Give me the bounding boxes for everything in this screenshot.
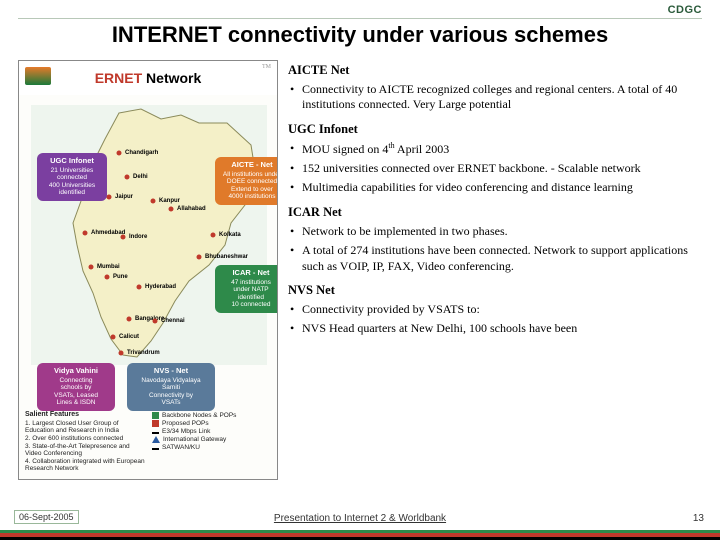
bullet-item: Network to be implemented in two phases. <box>288 224 698 239</box>
content-area: ERNET Network TM ChandigarhDelhiJaipurAh… <box>18 60 702 506</box>
legend-key-label: SATWAN/KU <box>162 444 200 451</box>
city-dot <box>89 265 94 270</box>
legend-title: Salient Features <box>25 411 146 418</box>
map-legend: Salient Features 1. Largest Closed User … <box>25 411 273 473</box>
legend-swatch-icon <box>152 412 159 419</box>
city-label: Kanpur <box>159 198 180 204</box>
city-dot <box>169 207 174 212</box>
legend-swatch-icon <box>152 432 159 434</box>
legend-key-label: E3/34 Mbps Link <box>162 428 210 435</box>
legend-item: 1. Largest Closed User Group of Educatio… <box>25 420 146 434</box>
footer-center: Presentation to Internet 2 & Worldbank <box>0 513 720 524</box>
section-heading: NVS Net <box>288 282 698 298</box>
bullet-item: Connectivity provided by VSATS to: <box>288 302 698 317</box>
section-heading: AICTE Net <box>288 62 698 78</box>
legend-swatch-icon <box>152 420 159 427</box>
city-dot <box>111 335 116 340</box>
info-bubble: UGC Infonet21 Universitiesconnected400 U… <box>37 153 107 201</box>
city-label: Bhubaneshwar <box>205 254 248 260</box>
india-map: ChandigarhDelhiJaipurAhmedabadIndoreMumb… <box>31 105 267 365</box>
city-dot <box>137 285 142 290</box>
city-dot <box>151 199 156 204</box>
map-header: ERNET Network TM <box>19 61 277 95</box>
city-dot <box>121 235 126 240</box>
city-label: Trivandrum <box>127 350 160 356</box>
city-dot <box>117 151 122 156</box>
legend-key: SATWAN/KU <box>152 444 273 451</box>
map-header-text: ERNET Network <box>95 70 202 86</box>
city-dot <box>83 231 88 236</box>
ernet-logo-icon <box>25 67 51 85</box>
city-dot <box>125 175 130 180</box>
bullet-list: MOU signed on 4th April 2003 152 universi… <box>288 141 698 196</box>
footer-bars-icon <box>0 530 720 540</box>
map-header-prefix: ERNET <box>95 70 142 86</box>
city-label: Mumbai <box>97 264 120 270</box>
footer-page-number: 13 <box>693 513 704 524</box>
info-bubble: NVS - NetNavodaya VidyalayaSamitiConnect… <box>127 363 215 411</box>
legend-swatch-icon <box>152 436 160 443</box>
legend-swatch-icon <box>152 448 159 450</box>
legend-key: E3/34 Mbps Link <box>152 428 273 435</box>
bullet-list: Connectivity to AICTE recognized college… <box>288 82 698 113</box>
top-divider <box>18 18 702 19</box>
bullet-item: Connectivity to AICTE recognized college… <box>288 82 698 113</box>
city-dot <box>211 233 216 238</box>
city-label: Pune <box>113 274 128 280</box>
city-label: Hyderabad <box>145 284 176 290</box>
legend-key: Backbone Nodes & POPs <box>152 412 273 419</box>
city-label: Bangalore <box>135 316 164 322</box>
bullet-list: Network to be implemented in two phases.… <box>288 224 698 274</box>
info-bubble: Vidya VahiniConnectingschools byVSATs, L… <box>37 363 115 411</box>
legend-item: 3. State-of-the-Art Telepresence and Vid… <box>25 443 146 457</box>
text-panel: AICTE Net Connectivity to AICTE recognize… <box>288 60 702 506</box>
city-label: Chennai <box>161 318 185 324</box>
bullet-item: NVS Head quarters at New Delhi, 100 scho… <box>288 321 698 336</box>
footer-bar-3 <box>0 537 720 540</box>
legend-key-label: International Gateway <box>163 436 226 443</box>
bullet-item: 152 universities connected over ERNET ba… <box>288 161 698 176</box>
trademark-icon: TM <box>262 64 271 70</box>
section-heading: ICAR Net <box>288 204 698 220</box>
map-panel: ERNET Network TM ChandigarhDelhiJaipurAh… <box>18 60 278 480</box>
city-label: Jaipur <box>115 194 133 200</box>
legend-key: Proposed POPs <box>152 420 273 427</box>
city-label: Delhi <box>133 174 148 180</box>
bullet-list: Connectivity provided by VSATS to: NVS He… <box>288 302 698 337</box>
legend-item: 2. Over 600 institutions connected <box>25 435 146 442</box>
slide-footer: 06-Sept-2005 Presentation to Internet 2 … <box>0 510 720 540</box>
legend-item: 4. Collaboration integrated with Europea… <box>25 458 146 472</box>
city-dot <box>153 319 158 324</box>
legend-key: International Gateway <box>152 436 273 443</box>
slide-title: INTERNET connectivity under various sche… <box>0 22 720 48</box>
bullet-item: A total of 274 institutions have been co… <box>288 243 698 274</box>
city-label: Allahabad <box>177 206 206 212</box>
legend-key-label: Backbone Nodes & POPs <box>162 412 236 419</box>
city-dot <box>119 351 124 356</box>
info-bubble: ICAR - Net47 institutionsunder NATPident… <box>215 265 278 313</box>
legend-key-label: Proposed POPs <box>162 420 209 427</box>
city-label: Indore <box>129 234 147 240</box>
city-dot <box>107 195 112 200</box>
city-label: Chandigarh <box>125 150 158 156</box>
bullet-item: MOU signed on 4th April 2003 <box>288 141 698 157</box>
map-header-suffix: Network <box>146 70 201 86</box>
city-dot <box>105 275 110 280</box>
brand-logo: CDGC <box>668 4 702 16</box>
info-bubble: AICTE - NetAll institutions underDOEE co… <box>215 157 278 205</box>
city-dot <box>127 317 132 322</box>
city-label: Kolkata <box>219 232 241 238</box>
city-dot <box>197 255 202 260</box>
section-heading: UGC Infonet <box>288 121 698 137</box>
bullet-item: Multimedia capabilities for video confer… <box>288 180 698 195</box>
city-label: Calicut <box>119 334 139 340</box>
